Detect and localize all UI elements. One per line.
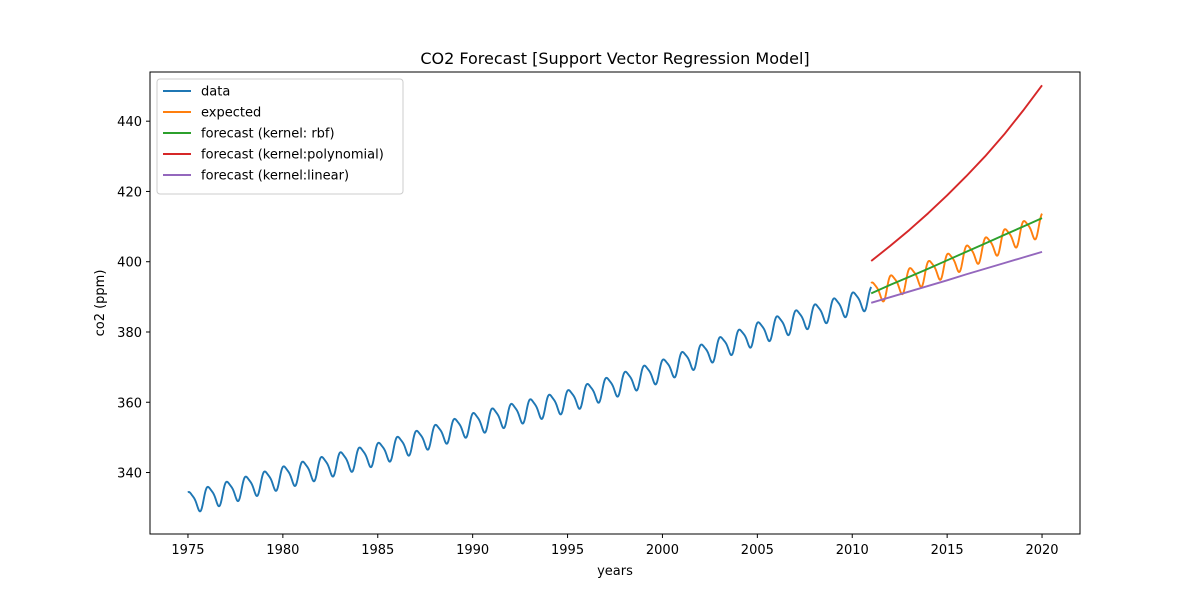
x-tick-label: 2005 <box>741 543 774 558</box>
legend-label-4: forecast (kernel:linear) <box>201 169 349 184</box>
y-tick-label: 420 <box>117 185 142 200</box>
chart-title: CO2 Forecast [Support Vector Regression … <box>420 49 809 68</box>
legend-box <box>156 78 404 195</box>
y-tick-label: 360 <box>117 396 142 411</box>
x-tick-label: 1985 <box>361 543 394 558</box>
x-tick-label: 2020 <box>1025 543 1058 558</box>
x-tick-label: 2010 <box>836 543 869 558</box>
y-tick-label: 400 <box>117 256 142 271</box>
series-line-3 <box>870 84 1043 262</box>
plot-frame <box>149 71 1081 535</box>
x-tick-label: 1995 <box>551 543 584 558</box>
series-line-2 <box>870 217 1043 295</box>
legend-label-0: data <box>201 85 230 100</box>
x-tick-label: 2015 <box>931 543 964 558</box>
series-line-0 <box>187 286 873 513</box>
x-axis-label: years <box>597 564 633 579</box>
y-tick-label: 340 <box>117 467 142 482</box>
legend-label-3: forecast (kernel:polynomial) <box>201 148 384 163</box>
series-line-4 <box>870 250 1043 304</box>
series-layer <box>187 84 1043 513</box>
y-tick-label: 440 <box>117 115 142 130</box>
x-tick-label: 1975 <box>171 543 204 558</box>
legend: data expected forecast (kernel: rbf) foreca… <box>156 78 404 195</box>
y-axis-ticks: 340 360 380 400 420 440 <box>117 115 150 482</box>
legend-label-1: expected <box>201 106 261 121</box>
y-tick-label: 380 <box>117 326 142 341</box>
x-tick-label: 1990 <box>456 543 489 558</box>
x-axis-ticks: 1975 1980 1985 1990 1995 2000 2005 2010 2015 2020 <box>171 534 1059 558</box>
x-tick-label: 2000 <box>646 543 679 558</box>
series-line-1 <box>870 213 1043 303</box>
legend-label-2: forecast (kernel: rbf) <box>201 127 335 142</box>
x-tick-label: 1980 <box>266 543 299 558</box>
y-axis-label: co2 (ppm) <box>93 270 108 337</box>
